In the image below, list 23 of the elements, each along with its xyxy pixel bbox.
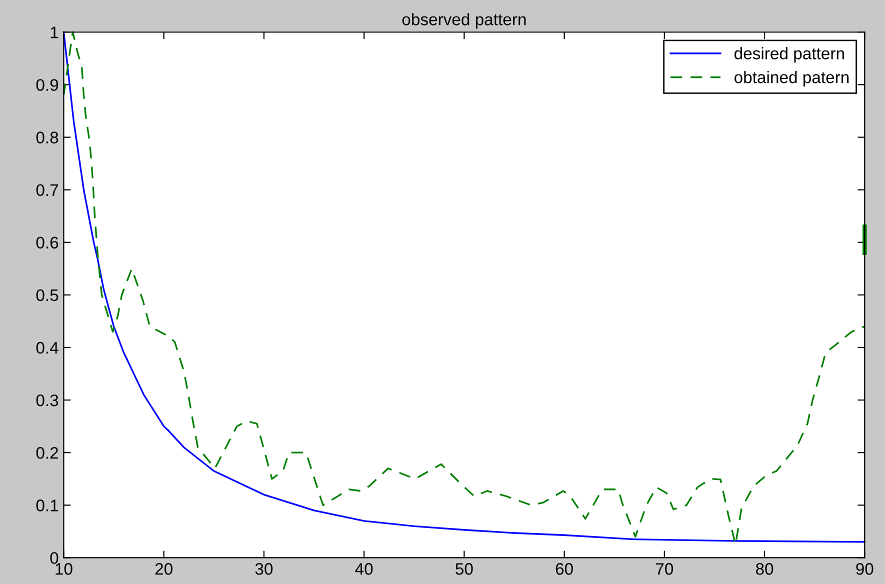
y-tick-label: 0.6 [36, 236, 58, 249]
x-tick-label: 70 [656, 563, 674, 575]
legend-label: obtained patern [734, 70, 849, 87]
x-tick-label: 30 [255, 563, 273, 575]
y-tick-label: 0.3 [36, 394, 58, 406]
y-tick-label: 0.7 [36, 184, 58, 196]
x-tick-label: 20 [155, 563, 172, 575]
y-tick-label: 0.5 [36, 289, 58, 302]
x-tick-label: 40 [355, 563, 373, 575]
y-tick-label: 1 [50, 26, 58, 38]
x-tick-label: 50 [456, 563, 473, 575]
x-tick-label: 80 [756, 563, 774, 575]
y-tick-label: 0.4 [36, 342, 58, 354]
x-tick-label: 90 [856, 563, 874, 575]
y-tick-label: 0.2 [36, 447, 58, 459]
y-tick-label: 0.1 [36, 500, 58, 512]
x-tick-label: 10 [56, 563, 72, 575]
x-tick-label: 60 [556, 563, 573, 575]
legend-label: desired pattern [734, 47, 844, 63]
chart-title: observed pattern [402, 13, 526, 29]
y-tick-label: 0 [50, 552, 58, 564]
y-tick-label: 0.8 [36, 132, 58, 144]
y-tick-label: 0.9 [36, 79, 58, 91]
